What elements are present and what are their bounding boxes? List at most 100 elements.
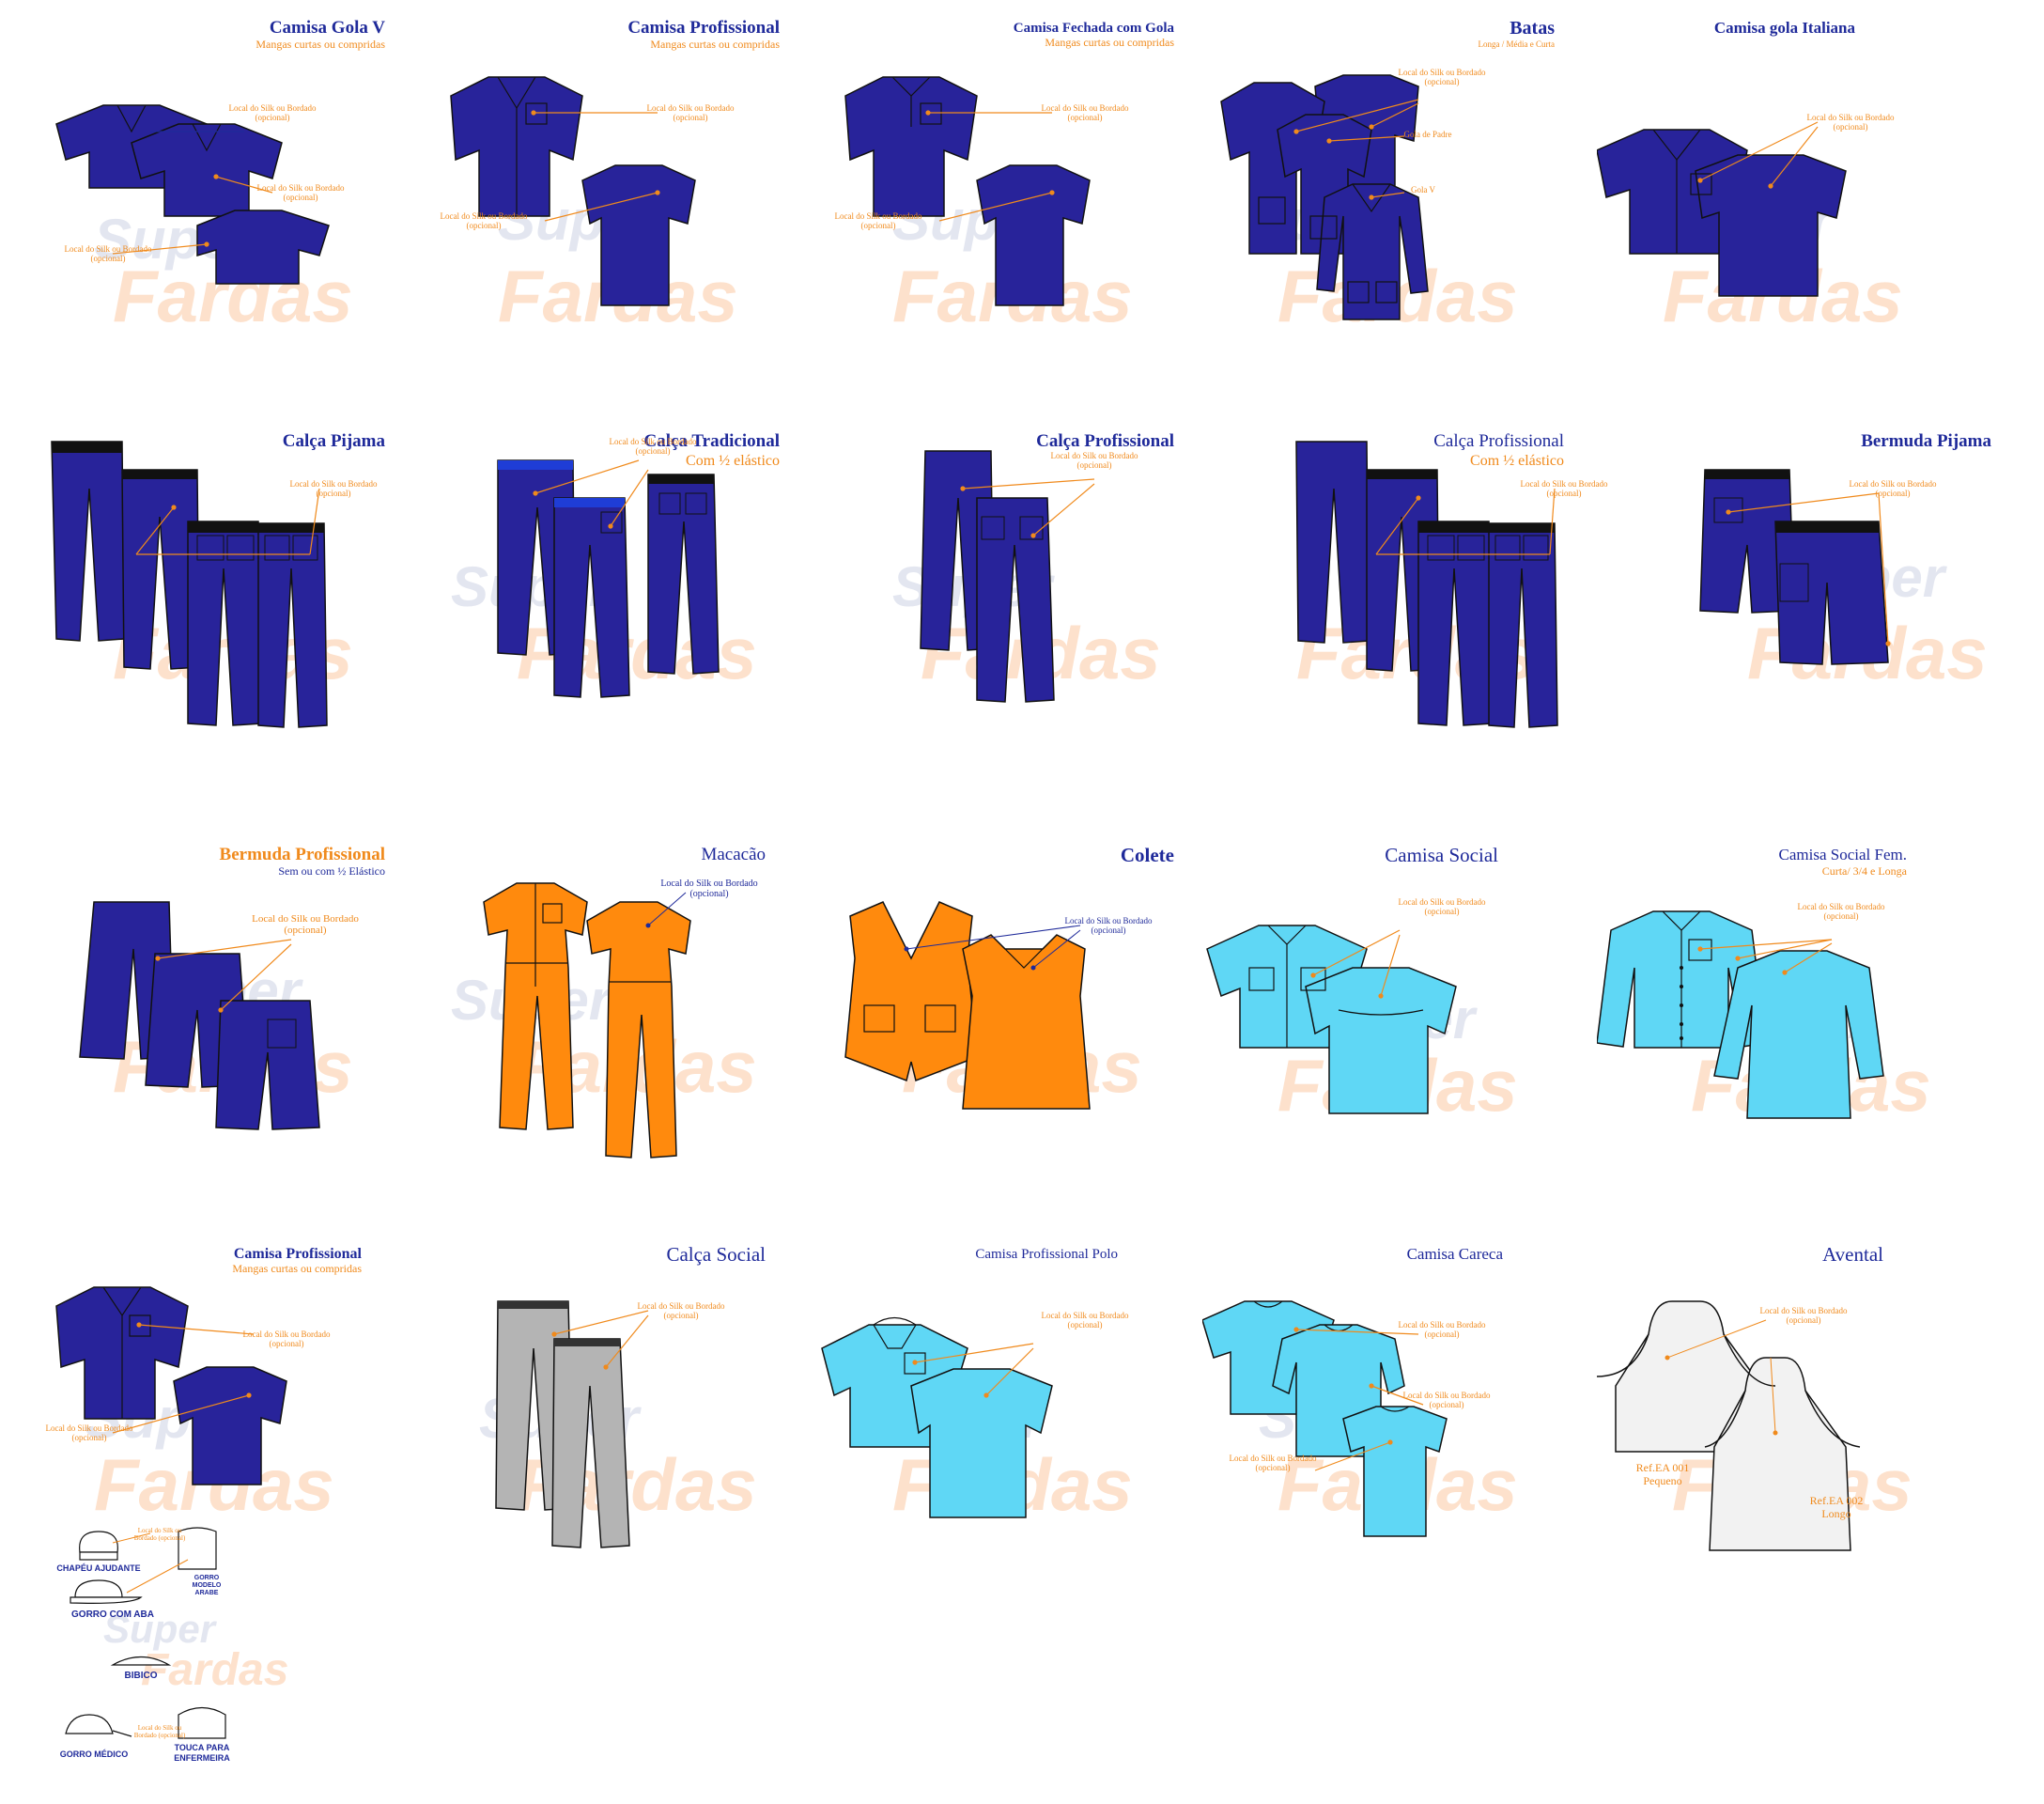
embroidery-note: Local do Silk ou Bordado (opcional): [1229, 1454, 1317, 1472]
product-title: Camisa Gola V: [269, 18, 385, 38]
embroidery-note: Local do Silk ou Bordado (opcional): [1398, 1320, 1486, 1339]
product-calca-social: Super Fardas Calça Social Local do Silk …: [413, 1245, 808, 1658]
product-subtitle: Mangas curtas ou compridas: [1045, 36, 1174, 49]
product-camisa-social-fem: Super Fardas Camisa Social Fem. Curta/ 3…: [1597, 846, 1991, 1259]
product-title: Bermuda Pijama: [1861, 431, 1991, 451]
embroidery-note: Local do Silk ou Bordado (opcional): [834, 211, 922, 230]
professional-shorts-illustration: [79, 901, 320, 1130]
accessory-chapeu-ajudante: CHAPÉU AJUDANTE: [56, 1563, 141, 1573]
smock-illustration: [1220, 74, 1429, 320]
shirt-vneck-illustration: [55, 104, 330, 285]
coverall-illustration: [483, 882, 691, 1159]
pajama-pants-illustration: [51, 441, 328, 728]
bata-label-gola-v: Gola V: [1410, 185, 1436, 194]
accessory-gorro-com-aba: GORRO COM ABA: [71, 1610, 154, 1620]
embroidery-note: Local do Silk ou Bordado (opcional): [440, 211, 528, 230]
product-subtitle: Com ½ elástico: [686, 453, 780, 469]
womens-social-shirt-illustration: [1597, 910, 1884, 1119]
apron-ref-size: Longo: [1821, 1507, 1851, 1520]
accessories-panel: Super Fardas Local do Silk ou Bordado (o…: [38, 1513, 319, 1785]
product-subtitle: Mangas curtas ou compridas: [256, 38, 385, 51]
embroidery-note: Local do Silk ou Bordado (opcional): [1797, 902, 1885, 921]
apron-ref-small: Ref.EA 001 Pequeno: [1616, 1461, 1710, 1487]
product-batas: Super Fardas Batas Longa / Média e Curta…: [1202, 19, 1597, 432]
product-subtitle: Com ½ elástico: [1470, 453, 1564, 469]
product-title: Camisa Profissional: [627, 18, 780, 38]
embroidery-note: Local do Silk ou Bordado (opcional): [646, 103, 735, 122]
embroidery-note: Local do Silk ou Bordado (opcional): [242, 1330, 331, 1348]
product-title: Calça Profissional: [1036, 431, 1174, 451]
vest-illustration: [844, 901, 1091, 1110]
product-colete: Super Fardas Colete Local do Silk ou Bor…: [808, 846, 1202, 1259]
shirt-italian-collar-illustration: [1597, 121, 1847, 297]
product-title: Macacão: [701, 845, 766, 864]
social-pants-illustration: [495, 1300, 649, 1548]
product-subtitle: Mangas curtas ou compridas: [650, 38, 780, 51]
product-calca-profissional-elastico: Fardas Calça Profissional Com ½ elástico…: [1202, 432, 1608, 846]
professional-shirt-illustration: [55, 1286, 287, 1485]
embroidery-note: Local do Silk ou Bordado (opcional): [1398, 897, 1486, 916]
embroidery-note: Local do Silk ou Bordado (opcional): [1041, 1311, 1129, 1330]
product-subtitle: Sem ou com ½ Elástico: [278, 864, 385, 878]
product-calca-pijama: Fardas Calça Pijama Local do Silk ou Bor…: [19, 432, 413, 846]
product-bermuda-pijama: Super Fardas Bermuda Pijama Local do Sil…: [1597, 432, 1991, 846]
embroidery-note: Local do Silk ou Bordado (opcional): [660, 879, 758, 899]
embroidery-note: Local do Silk ou Bordado (opcional): [289, 479, 378, 498]
product-title: Bermuda Profissional: [219, 845, 385, 864]
professional-pants-elastic-illustration: [1295, 441, 1558, 728]
product-title: Calça Profissional: [1433, 431, 1564, 451]
product-camisa-profissional-2: Super Fardas Camisa Profissional Mangas …: [19, 1245, 413, 1658]
product-title: Camisa Social Fem.: [1778, 846, 1907, 863]
accessory-touca-enfermeira: TOUCA PARA ENFERMEIRA: [174, 1743, 230, 1763]
watermark-super: Super: [103, 1607, 216, 1651]
product-title: Calça Social: [666, 1243, 766, 1266]
product-subtitle: Longa / Média e Curta: [1478, 39, 1555, 49]
product-camisa-profissional-polo: Super Fardas Camisa Profissional Polo Lo…: [808, 1245, 1202, 1658]
embroidery-note: Local do Silk ou Bordado (opcional): [1402, 1391, 1491, 1409]
tshirt-illustration: [1202, 1300, 1448, 1537]
shirt-closed-collar-illustration: [844, 76, 1091, 306]
product-camisa-social: Super Fardas Camisa Social Local do Silk…: [1202, 846, 1597, 1259]
polo-shirt-illustration: [821, 1316, 1053, 1518]
embroidery-note: Local do Silk ou Bordado (opcional): [133, 1724, 186, 1739]
product-camisa-gola-italiana: Super Fardas Camisa gola Italiana Local …: [1597, 19, 1991, 432]
bata-label-gola-padre: Gola de Padre: [1403, 130, 1452, 139]
embroidery-note: Local do Silk ou Bordado (opcional): [45, 1423, 133, 1442]
product-title: Calça Tradicional: [643, 431, 780, 451]
apron-ref-long: Ref.EA 002 Longo: [1789, 1494, 1883, 1520]
accessories-illustration: [65, 1527, 226, 1739]
product-title: Camisa Careca: [1406, 1245, 1503, 1263]
embroidery-note: Local do Silk ou Bordado (opcional): [256, 183, 345, 202]
product-title: Avental: [1822, 1243, 1883, 1266]
apron-illustration: [1597, 1300, 1861, 1551]
product-avental: Super Fardas Avental Local do Silk ou Bo…: [1597, 1245, 1991, 1658]
product-subtitle: Curta/ 3/4 e Longa: [1821, 864, 1907, 878]
product-calca-profissional: Super Fardas Calça Profissional Local do…: [808, 432, 1202, 846]
social-shirt-illustration: [1206, 925, 1457, 1114]
embroidery-note: Local do Silk ou Bordado (opcional): [64, 244, 152, 263]
embroidery-note: Local do Silk ou Bordado (opcional): [1041, 103, 1129, 122]
embroidery-note: Local do Silk ou Bordado (opcional): [1520, 479, 1608, 498]
pajama-shorts-illustration: [1699, 469, 1891, 665]
product-title: Colete: [1120, 844, 1174, 866]
product-title: Camisa Profissional Polo: [975, 1247, 1118, 1262]
product-title: Batas: [1510, 18, 1555, 39]
product-camisa-fechada-com-gola: Super Fardas Camisa Fechada com Gola Man…: [808, 19, 1202, 432]
watermark-fardas: Fardas: [141, 1645, 289, 1695]
embroidery-note: Local do Silk ou Bordado (opcional): [1759, 1306, 1848, 1325]
embroidery-note: Local do Silk ou Bordado (opcional): [133, 1527, 186, 1542]
product-title: Camisa Profissional: [233, 1246, 362, 1262]
embroidery-note: Local do Silk ou Bordado (opcional): [609, 437, 697, 456]
accessory-gorro-arabe: GORRO MODELO ARABE: [192, 1575, 222, 1596]
embroidery-note: Local do Silk ou Bordado (opcional): [1849, 479, 1937, 498]
embroidery-note: Local do Silk ou Bordado (opcional): [1050, 451, 1138, 470]
embroidery-note: Local do Silk ou Bordado (opcional): [1064, 916, 1153, 935]
apron-ref-code: Ref.EA 002: [1809, 1494, 1864, 1507]
product-title: Camisa gola Italiana: [1713, 19, 1855, 37]
product-title: Camisa Social: [1385, 844, 1498, 866]
product-macacao: Super Fardas Macacão Local do Silk ou Bo…: [413, 846, 808, 1259]
shirt-professional-illustration: [450, 76, 696, 306]
product-title: Camisa Fechada com Gola: [1013, 21, 1174, 36]
embroidery-note: Local do Silk ou Bordado (opcional): [252, 913, 359, 936]
embroidery-note: Local do Silk ou Bordado (opcional): [637, 1301, 725, 1320]
